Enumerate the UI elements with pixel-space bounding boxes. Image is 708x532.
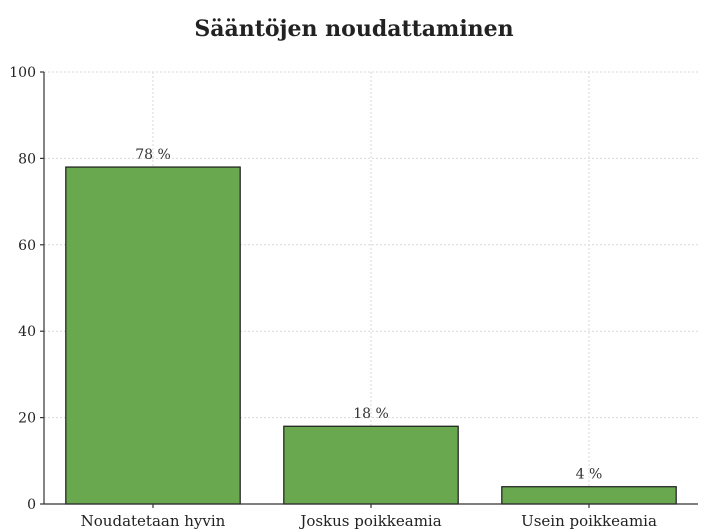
y-tick-label-0: 0 xyxy=(27,497,36,513)
y-tick-label-2: 40 xyxy=(18,324,36,340)
data-label-2: 4 % xyxy=(576,467,603,483)
y-tick-label-5: 100 xyxy=(9,65,36,81)
x-tick-label-0: Noudatetaan hyvin xyxy=(81,512,226,530)
bar-0 xyxy=(65,166,241,505)
bars-layer xyxy=(65,166,677,505)
x-tick-label-1: Joskus poikkeamia xyxy=(298,512,441,530)
data-label-0: 78 % xyxy=(135,147,171,163)
axes-layer xyxy=(40,71,698,508)
y-tick-label-1: 20 xyxy=(18,411,36,427)
chart-title: Sääntöjen noudattaminen xyxy=(194,16,513,42)
y-tick-label-4: 80 xyxy=(18,151,36,167)
data-label-1: 18 % xyxy=(353,406,389,422)
y-tick-label-3: 60 xyxy=(18,238,36,254)
labels-layer: 0 20 40 60 80 100 78 % Noudatetaan hyvin 18 % Jos… xyxy=(9,65,657,530)
bar-1 xyxy=(283,425,459,505)
x-tick-label-2: Usein poikkeamia xyxy=(521,512,657,530)
bar-2 xyxy=(501,486,677,505)
